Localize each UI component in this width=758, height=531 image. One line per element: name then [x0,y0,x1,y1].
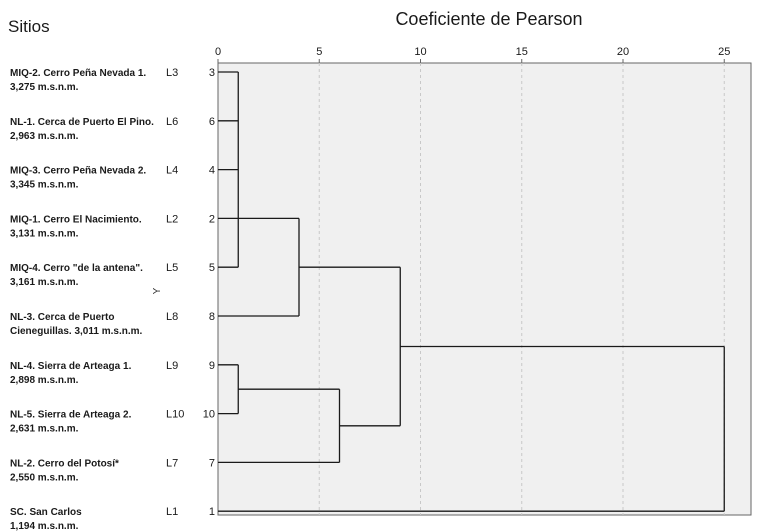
site-name-label: SC. San Carlos [10,507,82,518]
site-altitude-label: 2,550 m.s.n.m. [10,472,79,483]
site-altitude-label: 2,631 m.s.n.m. [10,424,79,435]
leaf-number-label: 6 [209,116,215,128]
site-name-label: NL-1. Cerca de Puerto El Pino. [10,117,154,128]
site-name-label: MIQ-4. Cerro "de la antena". [10,263,143,274]
site-name-label: MIQ-1. Cerro El Nacimiento. [10,214,142,225]
site-altitude-label: Cieneguillas. 3,011 m.s.n.m. [10,326,143,337]
site-code-label: L8 [166,311,178,323]
site-code-label: L7 [166,457,178,469]
site-altitude-label: 1,194 m.s.n.m. [10,521,79,531]
x-tick-label: 5 [316,46,322,58]
dendrogram-branches [218,71,725,512]
site-name-label: NL-4. Sierra de Arteaga 1. [10,361,132,372]
leaf-number-label: 8 [209,311,215,323]
site-altitude-label: 2,898 m.s.n.m. [10,375,79,386]
site-name-label: MIQ-3. Cerro Peña Nevada 2. [10,166,146,177]
site-altitude-label: 2,963 m.s.n.m. [10,131,79,142]
y-axis-label: Y [152,287,163,294]
site-code-label: L4 [166,165,178,177]
site-code-label: L5 [166,262,178,274]
leaf-number-label: 4 [209,165,215,177]
x-tick-label: 20 [617,46,629,58]
site-altitude-label: 3,345 m.s.n.m. [10,180,79,191]
chart-title: Coeficiente de Pearson [395,9,582,29]
leaf-labels: MIQ-2. Cerro Peña Nevada 1. 3,275 m.s.n.m… [10,67,215,531]
site-code-label: L9 [166,360,178,372]
leaf-number-label: 5 [209,262,215,274]
x-tick-label: 10 [414,46,426,58]
x-axis-ticks: 0 5 10 15 20 25 [215,46,730,63]
leaf-number-label: 3 [209,67,215,79]
leaf-number-label: 10 [203,409,215,421]
x-tick-label: 15 [516,46,528,58]
site-code-label: L6 [166,116,178,128]
site-altitude-label: 3,131 m.s.n.m. [10,228,79,239]
site-name-label: NL-2. Cerro del Potosí* [10,458,119,469]
leaf-number-label: 2 [209,213,215,225]
leaf-number-label: 9 [209,360,215,372]
leaf-number-label: 7 [209,457,215,469]
leaf-number-label: 1 [209,506,215,518]
site-code-label: L2 [166,213,178,225]
site-code-label: L3 [166,67,178,79]
sitios-heading: Sitios [8,17,50,36]
x-tick-label: 25 [718,46,730,58]
x-tick-label: 0 [215,46,221,58]
site-code-label: L1 [166,506,178,518]
site-name-label: NL-3. Cerca de Puerto [10,312,114,323]
site-code-label: L10 [166,409,184,421]
site-name-label: NL-5. Sierra de Arteaga 2. [10,410,132,421]
site-altitude-label: 3,275 m.s.n.m. [10,82,79,93]
site-name-label: MIQ-2. Cerro Peña Nevada 1. [10,68,146,79]
site-altitude-label: 3,161 m.s.n.m. [10,277,79,288]
plot-area [217,62,752,516]
